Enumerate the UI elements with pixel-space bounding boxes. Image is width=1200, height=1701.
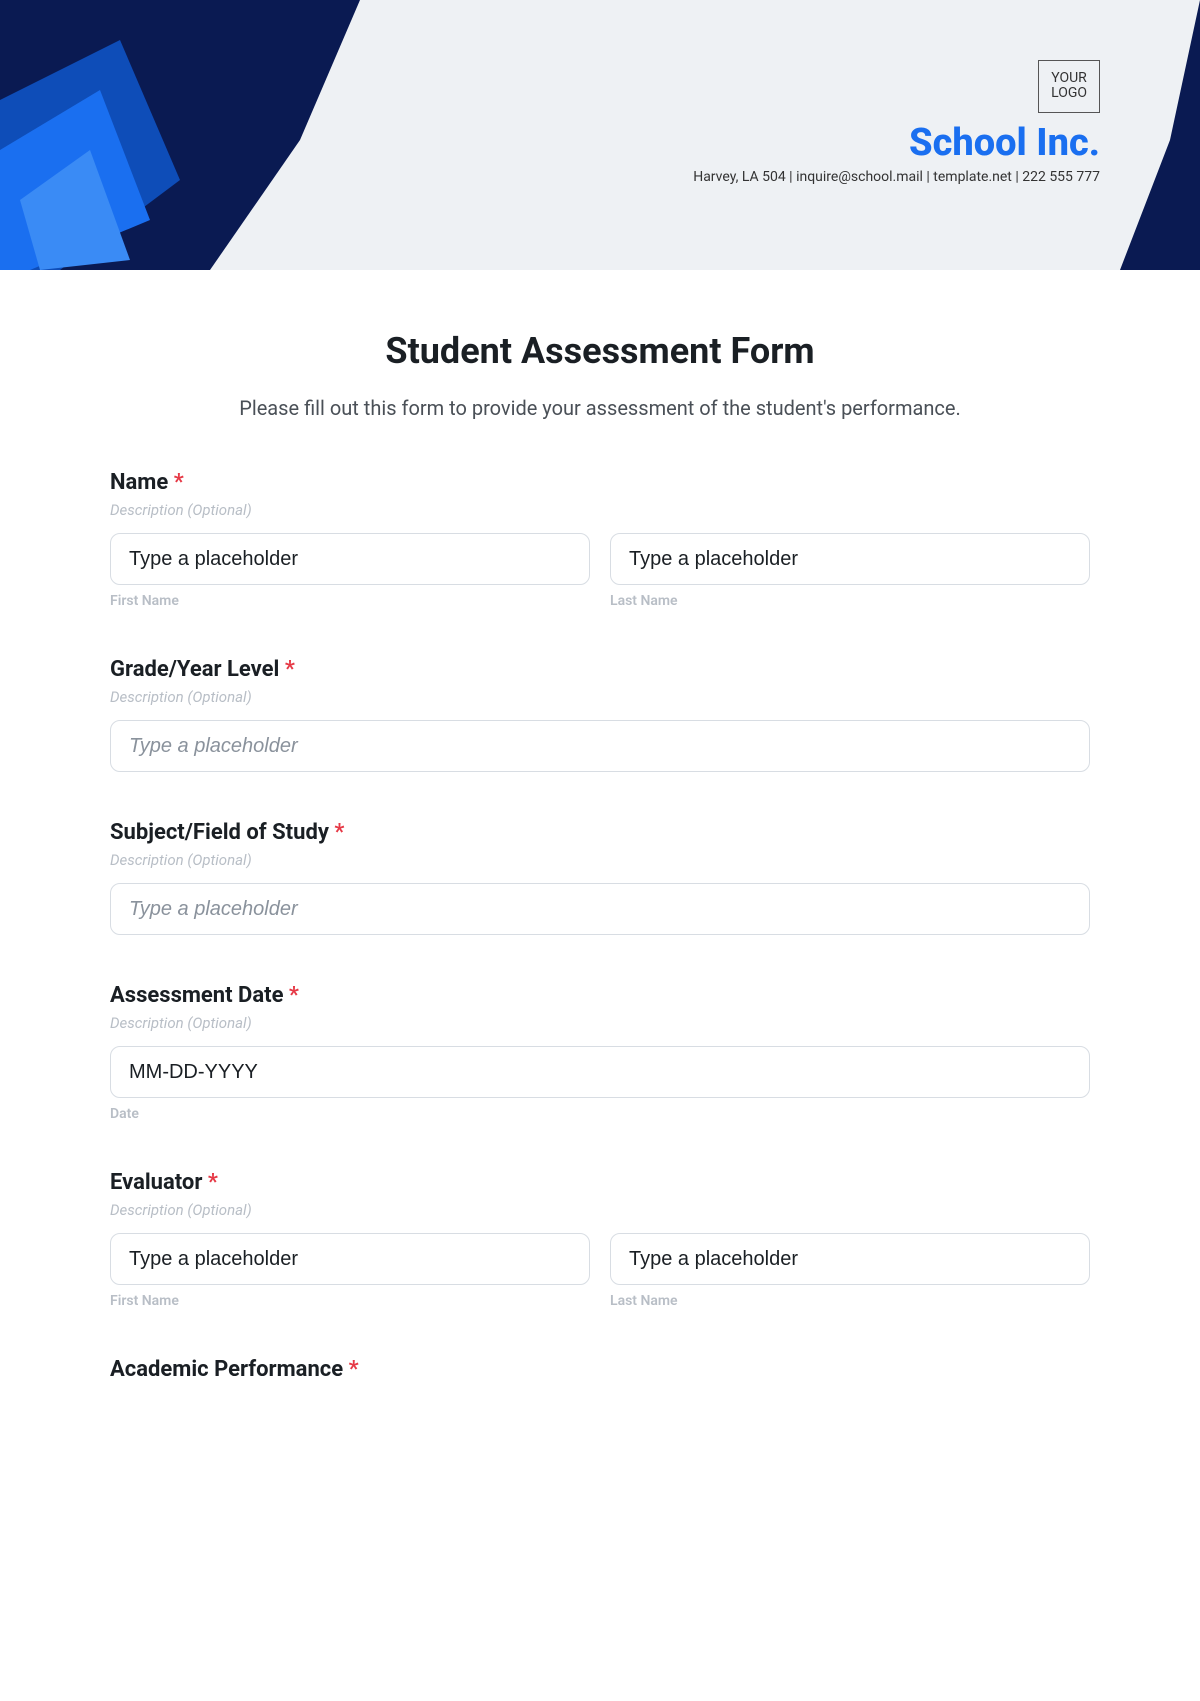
last-name-input[interactable]	[610, 533, 1090, 585]
required-marker: *	[174, 470, 184, 495]
field-label-grade: Grade/Year Level *	[110, 657, 1090, 682]
required-marker: *	[289, 983, 299, 1008]
required-marker: *	[208, 1170, 218, 1195]
school-name: School Inc.	[693, 121, 1100, 165]
form-container: Student Assessment Form Please fill out …	[0, 270, 1200, 1470]
field-grade: Grade/Year Level * Description (Optional…	[110, 657, 1090, 772]
required-marker: *	[334, 820, 344, 845]
header-content: YOUR LOGO School Inc. Harvey, LA 504 | i…	[693, 60, 1100, 185]
label-text: Name	[110, 470, 168, 495]
date-sublabel: Date	[110, 1106, 1090, 1122]
field-label-evaluator: Evaluator *	[110, 1170, 1090, 1195]
evaluator-last-sublabel: Last Name	[610, 1293, 1090, 1309]
field-date: Assessment Date * Description (Optional)…	[110, 983, 1090, 1122]
field-subject: Subject/Field of Study * Description (Op…	[110, 820, 1090, 935]
field-label-academic: Academic Performance *	[110, 1357, 1090, 1382]
first-name-sublabel: First Name	[110, 593, 590, 609]
logo-text-line2: LOGO	[1051, 86, 1087, 101]
evaluator-first-sublabel: First Name	[110, 1293, 590, 1309]
label-text: Grade/Year Level	[110, 657, 279, 682]
subject-input[interactable]	[110, 883, 1090, 935]
last-name-sublabel: Last Name	[610, 593, 1090, 609]
field-desc-name: Description (Optional)	[110, 501, 1090, 519]
page-header: YOUR LOGO School Inc. Harvey, LA 504 | i…	[0, 0, 1200, 270]
first-name-input[interactable]	[110, 533, 590, 585]
logo-placeholder: YOUR LOGO	[1038, 60, 1100, 113]
header-left-decoration	[0, 0, 420, 270]
field-evaluator: Evaluator * Description (Optional) First…	[110, 1170, 1090, 1309]
evaluator-first-name-input[interactable]	[110, 1233, 590, 1285]
field-desc-subject: Description (Optional)	[110, 851, 1090, 869]
form-intro: Please fill out this form to provide you…	[110, 396, 1090, 420]
form-title: Student Assessment Form	[110, 330, 1090, 372]
date-input[interactable]	[110, 1046, 1090, 1098]
field-desc-grade: Description (Optional)	[110, 688, 1090, 706]
evaluator-last-name-input[interactable]	[610, 1233, 1090, 1285]
field-name: Name * Description (Optional) First Name…	[110, 470, 1090, 609]
label-text: Subject/Field of Study	[110, 820, 329, 845]
required-marker: *	[349, 1357, 359, 1382]
field-desc-date: Description (Optional)	[110, 1014, 1090, 1032]
required-marker: *	[285, 657, 295, 682]
label-text: Academic Performance	[110, 1357, 343, 1382]
field-label-date: Assessment Date *	[110, 983, 1090, 1008]
field-desc-evaluator: Description (Optional)	[110, 1201, 1090, 1219]
grade-input[interactable]	[110, 720, 1090, 772]
logo-text-line1: YOUR	[1051, 71, 1087, 86]
label-text: Assessment Date	[110, 983, 283, 1008]
label-text: Evaluator	[110, 1170, 202, 1195]
field-label-name: Name *	[110, 470, 1090, 495]
school-contact-line: Harvey, LA 504 | inquire@school.mail | t…	[693, 169, 1100, 185]
field-label-subject: Subject/Field of Study *	[110, 820, 1090, 845]
field-academic: Academic Performance *	[110, 1357, 1090, 1382]
